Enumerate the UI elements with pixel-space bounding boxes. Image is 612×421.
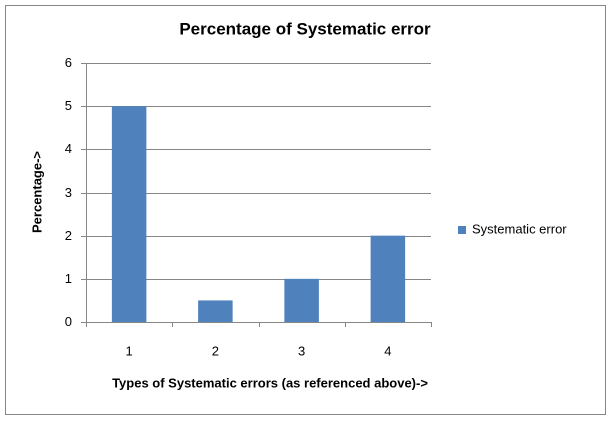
y-tick-label: 4 [65, 141, 72, 156]
y-tick-label: 1 [65, 271, 72, 286]
y-tick-label: 5 [65, 98, 72, 113]
bar [111, 106, 147, 323]
y-tick-label: 2 [65, 228, 72, 243]
x-tick-label: 1 [126, 343, 133, 358]
legend-label: Systematic error [472, 221, 567, 236]
y-tick-label: 0 [65, 314, 72, 329]
y-tick-label: 3 [65, 185, 72, 200]
bar [284, 278, 319, 322]
y-axis-label: Percentage-> [29, 151, 44, 233]
x-tick-label: 2 [212, 343, 219, 358]
x-tick-label: 4 [384, 343, 391, 358]
x-tick-label: 3 [298, 343, 305, 358]
chart-title: Percentage of Systematic error [179, 19, 431, 38]
bar [370, 235, 406, 322]
x-axis-label: Types of Systematic errors (as reference… [112, 375, 428, 390]
bar [198, 300, 233, 322]
y-tick-label: 6 [65, 55, 72, 70]
legend-swatch [458, 226, 466, 234]
chart-border [5, 5, 606, 415]
